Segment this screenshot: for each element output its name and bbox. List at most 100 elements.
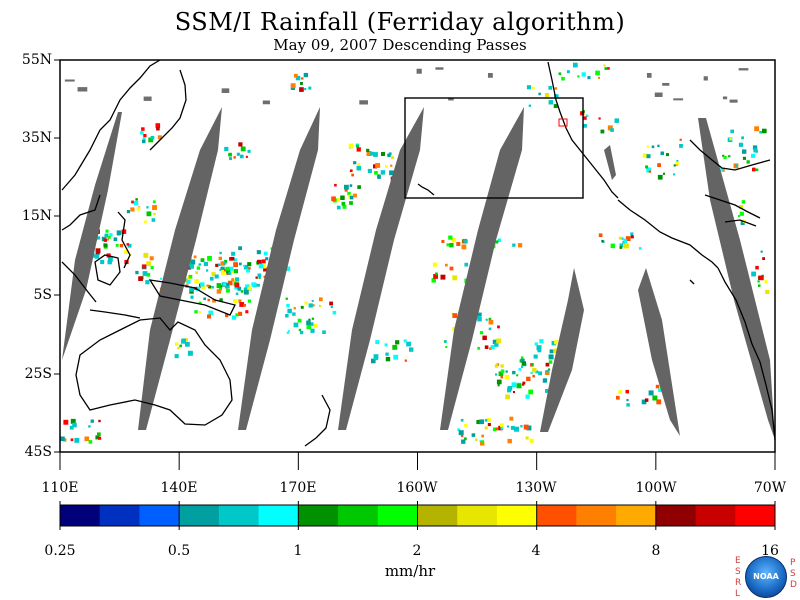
rain-cell [334,183,337,187]
lat-label-45s: 45S [24,444,52,460]
rain-cell [226,288,230,293]
rain-cell [595,70,600,76]
rain-cell [392,344,398,350]
rain-cell [509,416,514,421]
rain-cell [516,383,522,389]
rain-cell [107,259,112,265]
rain-cell [728,155,731,158]
rain-cell [70,418,76,424]
satellite-swath [238,107,320,430]
rain-cell [496,379,502,385]
colorbar-swatch [536,505,577,526]
rain-cell [290,83,296,89]
rain-cell [751,153,756,158]
rain-cell [263,265,267,269]
rain-cell [498,371,504,377]
logo-letter: L [735,589,741,599]
rain-cell [367,168,372,173]
satellite-swath [604,145,616,180]
rain-cell [535,370,539,374]
rain-cell [239,262,242,266]
rain-cell [233,269,238,274]
rain-cell [185,341,190,347]
rain-cell [484,426,488,430]
rain-cell [446,243,450,247]
esrl-psd-logo: E S R L NOAA P S D [735,552,797,599]
rain-cell [246,268,251,273]
rain-cell [60,436,65,441]
rain-cell [243,264,249,270]
rain-cell [581,72,586,77]
rain-cell [115,243,119,247]
colorbar-label-3: 2 [412,543,422,559]
rain-cell [577,75,580,78]
rain-cell [538,371,542,376]
rain-cell [142,271,148,276]
rain-cell [375,340,380,344]
rain-cell [104,233,109,238]
rain-cell [350,169,353,172]
rain-cell [758,284,761,287]
gray-speck [738,68,749,71]
rain-cell [753,148,758,153]
rain-cell [286,331,289,334]
colorbar-swatch [735,505,776,526]
rain-cell [525,394,530,399]
rain-cell [189,264,194,269]
rain-cell [257,273,262,278]
rain-cell [487,423,491,427]
rain-cell [536,345,542,351]
rain-cell [494,364,499,368]
rain-cell [331,196,336,202]
rain-cell [641,399,647,405]
satellite-swath [540,268,584,432]
rain-cell [240,146,246,152]
gray-speck [448,97,454,101]
rain-cell [500,375,503,379]
lat-label-55n: 55N [21,52,52,68]
rain-cell [150,135,155,140]
rain-cell [285,266,291,271]
rain-cell [142,264,147,269]
gray-speck [262,100,270,105]
rain-cell [184,338,188,342]
rain-cell [195,286,201,292]
rain-cell [375,163,381,168]
rain-cell [292,312,296,316]
satellite-swath [638,268,680,436]
rain-cell [234,282,240,288]
rain-cell [233,258,238,262]
rain-cell [300,82,303,85]
rain-cell [566,70,570,74]
rain-cell [642,153,648,158]
coastlines-layer [61,59,776,447]
rain-cell [548,360,553,364]
rain-cell [310,328,315,333]
rain-cell [216,283,222,288]
rain-cell [144,220,147,223]
rain-cell [347,191,351,196]
rain-cell [404,359,407,362]
rain-cell [188,274,193,279]
rain-cell [558,72,562,76]
rain-cell [208,310,214,316]
rain-cell [194,279,199,284]
logo-letter: D [790,580,797,590]
rain-cell [381,152,385,156]
rain-cell [757,280,760,283]
rain-cell [231,278,235,282]
rain-cell [435,272,438,276]
rain-cell [529,438,534,443]
rain-cell [500,369,505,373]
rain-cell [152,200,156,204]
rain-cell [583,116,587,120]
rain-cell [431,278,436,283]
rain-cell [312,304,315,307]
rain-cell [500,364,504,368]
rain-cell [528,389,533,395]
rain-cell [217,263,221,266]
rain-cell [511,382,517,388]
rain-cell [329,301,333,306]
rain-cell [458,430,464,436]
